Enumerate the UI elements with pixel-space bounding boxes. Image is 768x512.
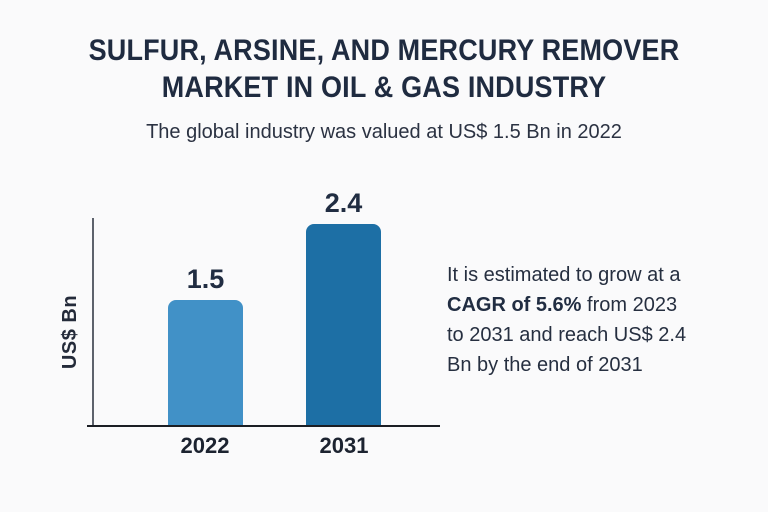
y-axis-line	[92, 218, 94, 425]
annotation-text: It is estimated to grow at a CAGR of 5.6…	[447, 260, 757, 380]
annotation-line-3: to 2031 and reach US$ 2.4	[447, 324, 687, 346]
bar-group-2031: 2.4	[306, 189, 381, 425]
bar-value-label-2022: 1.5	[186, 264, 225, 294]
y-axis-label: US$ Bn	[59, 294, 81, 370]
bar-2022	[168, 300, 243, 425]
annotation-line-2-rest: from 2023	[581, 294, 678, 316]
x-axis-line	[87, 425, 440, 427]
page-title: SULFUR, ARSINE, AND MERCURY REMOVER MARK…	[0, 32, 768, 106]
annotation-cagr-bold: CAGR of 5.6%	[447, 294, 582, 316]
annotation-line-2: CAGR of 5.6% from 2023	[447, 290, 757, 320]
title-line-2: MARKET IN OIL & GAS INDUSTRY	[161, 71, 607, 104]
annotation-line-1: It is estimated to grow at a	[447, 264, 681, 286]
annotation-line-4: Bn by the end of 2031	[447, 354, 643, 376]
x-tick-2031: 2031	[319, 433, 369, 458]
subtitle: The global industry was valued at US$ 1.…	[146, 121, 622, 143]
bar-2031	[306, 224, 381, 425]
bar-group-2022: 1.5	[168, 265, 243, 425]
title-line-1: SULFUR, ARSINE, AND MERCURY REMOVER	[88, 34, 680, 67]
x-tick-2022: 2022	[180, 433, 230, 458]
bar-value-label-2031: 2.4	[324, 188, 363, 218]
